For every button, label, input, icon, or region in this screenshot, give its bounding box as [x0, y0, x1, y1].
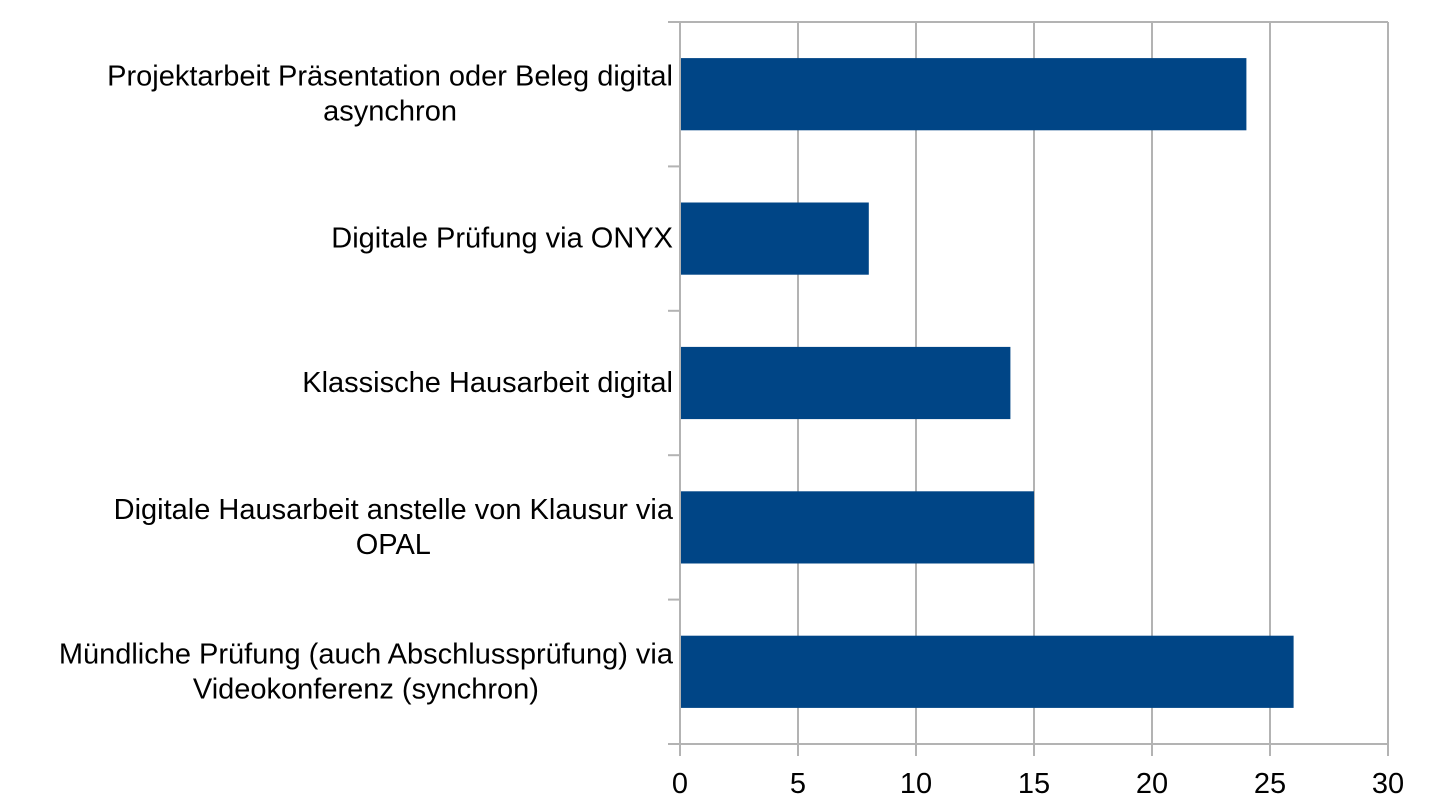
- category-label-2-line-0: Klassische Hausarbeit digital: [302, 367, 673, 399]
- category-label-4-line-0: Mündliche Prüfung (auch Abschlussprüfung…: [59, 638, 674, 670]
- bar-1: [680, 202, 869, 275]
- x-tick-label-5: 5: [790, 768, 806, 800]
- bar-3: [680, 491, 1034, 564]
- gridlines: [668, 21, 1389, 744]
- x-tick-label-0: 0: [672, 768, 688, 800]
- category-label-3-line-1: OPAL: [356, 529, 431, 561]
- category-label-4: Mündliche Prüfung (auch Abschlussprüfung…: [59, 638, 674, 705]
- category-label-0-line-1: asynchron: [323, 96, 457, 128]
- category-label-2: Klassische Hausarbeit digital: [302, 367, 673, 399]
- category-label-0: Projektarbeit Präsentation oder Beleg di…: [107, 61, 673, 128]
- category-label-1: Digitale Prüfung via ONYX: [331, 223, 673, 255]
- category-labels: Projektarbeit Präsentation oder Beleg di…: [59, 61, 674, 706]
- x-tick-label-25: 25: [1254, 768, 1286, 800]
- bar-4: [680, 635, 1294, 708]
- bars: [680, 58, 1294, 708]
- x-tick-label-10: 10: [900, 768, 932, 800]
- category-label-3-line-0: Digitale Hausarbeit anstelle von Klausur…: [114, 494, 674, 526]
- x-tick-label-20: 20: [1136, 768, 1168, 800]
- category-label-4-line-1: Videokonferenz (synchron): [193, 673, 539, 705]
- x-tick-label-30: 30: [1372, 768, 1404, 800]
- category-label-0-line-0: Projektarbeit Präsentation oder Beleg di…: [107, 61, 673, 93]
- bar-2: [680, 346, 1011, 420]
- x-tick-labels: 0 5 10 15 20 25 30: [672, 768, 1404, 800]
- category-label-3: Digitale Hausarbeit anstelle von Klausur…: [114, 494, 674, 561]
- bar-0: [680, 58, 1247, 131]
- category-label-1-line-0: Digitale Prüfung via ONYX: [331, 223, 673, 255]
- x-tick-label-15: 15: [1018, 768, 1050, 800]
- axes: [668, 22, 1389, 756]
